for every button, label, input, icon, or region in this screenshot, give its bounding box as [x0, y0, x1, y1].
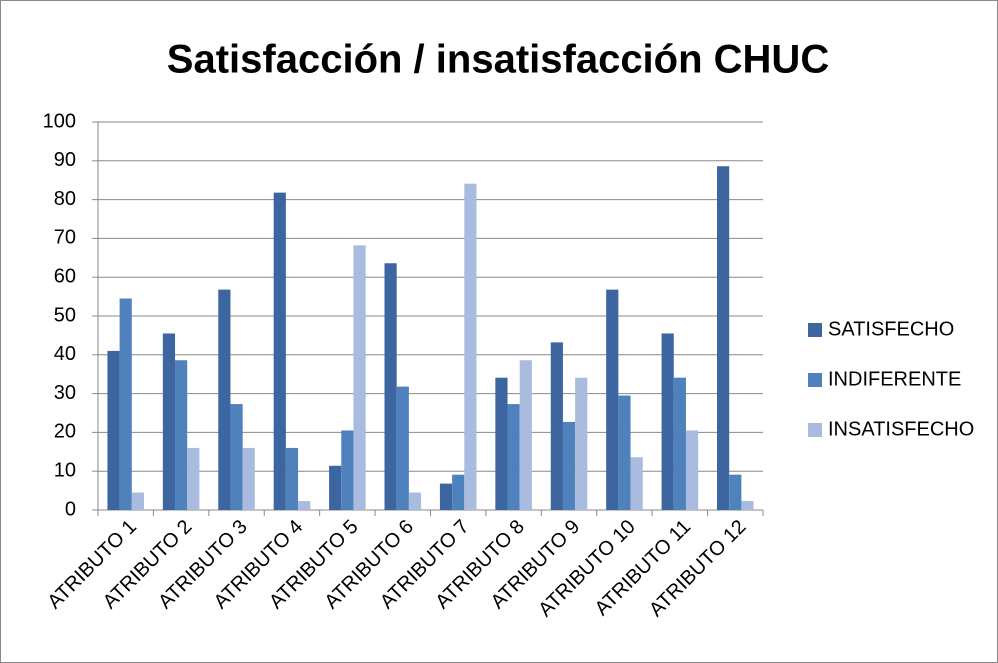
legend-label: INDIFERENTE [828, 368, 961, 390]
y-tick-label: 100 [43, 110, 76, 132]
bar [519, 360, 532, 510]
bar [685, 430, 699, 510]
bar [630, 457, 643, 510]
bar [439, 483, 453, 510]
bar [187, 447, 200, 510]
y-tick-label: 0 [65, 498, 76, 520]
bar [218, 289, 231, 510]
bar [562, 421, 576, 510]
y-tick-label: 40 [54, 343, 76, 365]
y-tick-label: 20 [54, 421, 76, 443]
bar [729, 474, 742, 510]
y-tick-label: 90 [54, 149, 76, 171]
bar [408, 492, 422, 510]
bar [673, 377, 686, 510]
bar [353, 245, 366, 510]
bar [618, 395, 631, 510]
y-tick-label: 50 [54, 304, 76, 326]
bar [329, 465, 342, 510]
bar [741, 501, 754, 510]
bar [107, 350, 120, 510]
chart-title: Satisfacción / insatisfacción CHUC [167, 38, 829, 82]
bar [507, 404, 520, 510]
bar [717, 166, 730, 510]
bar [452, 474, 465, 510]
legend-swatch [808, 373, 822, 387]
bar [298, 501, 311, 510]
y-tick-label: 80 [54, 188, 76, 210]
y-tick-label: 30 [54, 382, 76, 404]
bar [550, 342, 563, 510]
bar [162, 333, 176, 510]
bar [242, 447, 255, 510]
y-tick-label: 70 [54, 227, 76, 249]
bar [230, 404, 243, 510]
bar [606, 289, 619, 510]
bar [384, 263, 397, 510]
bar [119, 298, 132, 510]
bar [131, 492, 144, 510]
bar [495, 377, 508, 510]
bar [341, 430, 354, 510]
legend-label: INSATISFECHO [828, 418, 974, 440]
legend-label: SATISFECHO [828, 318, 954, 340]
legend-swatch [808, 323, 822, 337]
bar [273, 192, 286, 510]
bar [285, 447, 299, 510]
bar [464, 183, 477, 510]
bar [661, 333, 674, 510]
bar [396, 386, 409, 510]
y-tick-label: 60 [54, 265, 76, 287]
legend-swatch [808, 423, 822, 437]
bar [175, 360, 188, 510]
y-tick-label: 10 [54, 459, 76, 481]
bar [575, 377, 588, 510]
